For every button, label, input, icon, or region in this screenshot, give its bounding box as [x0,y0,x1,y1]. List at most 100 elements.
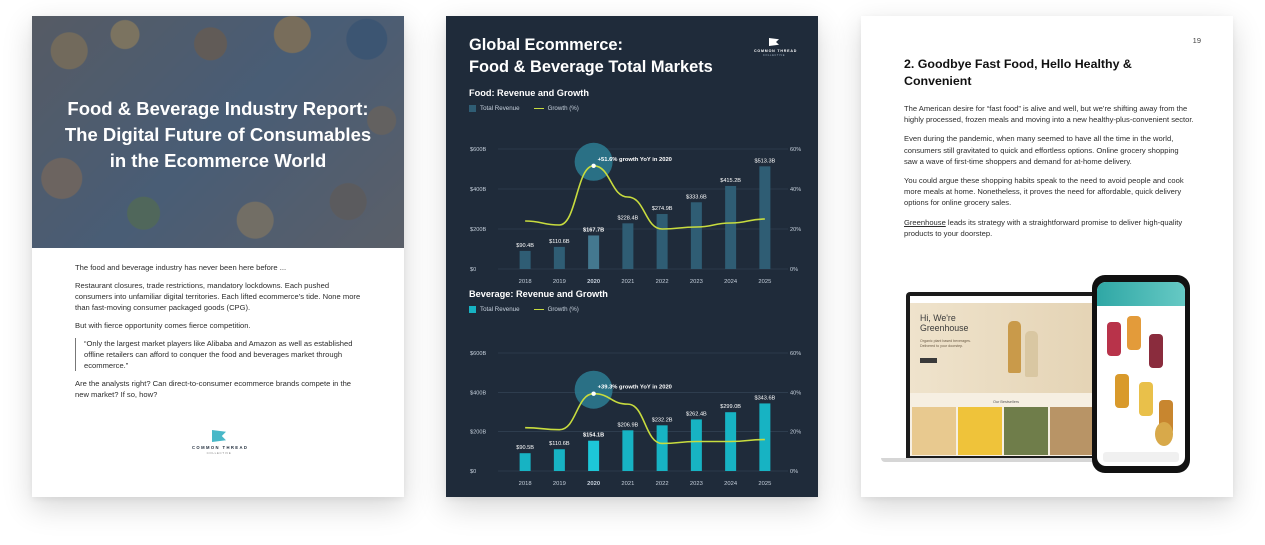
bar [759,166,771,269]
y2-tick-label: 40% [790,187,801,193]
bar-value-label: $228.4B [617,215,638,221]
bar-value-label: $299.0B [720,404,741,410]
y2-tick-label: 20% [790,430,801,436]
bar [588,235,600,269]
bar [519,250,531,269]
beverage-chart-plot: $0 $200B $400B $600B 0% 20% 40% 60% $90.5B 2018 $1… [470,351,801,487]
legend-growth: Growth (%) [547,105,579,112]
article-paragraph: Even during the pandemic, when many seem… [904,134,1179,166]
hero-subtext: Organic plant based beverages. Delivered… [920,339,971,348]
growth-annotation: +51.6% growth YoY in 2020 [598,157,672,163]
bar-value-label: $154.1B [583,433,604,439]
bottle-image [1107,322,1121,356]
common-thread-logo: COMMON THREAD COLLECTIVE [192,430,247,455]
bar [553,449,565,471]
bar [759,403,771,471]
bottle-image [1127,316,1141,350]
bar-value-label: $262.4B [686,411,707,417]
intro-paragraph: Restaurant closures, trade restrictions,… [75,281,361,312]
bar [656,214,668,269]
bottle-image [1149,334,1163,368]
chart-title: Food: Revenue and Growth [469,88,589,98]
article-paragraph: Greenhouse leads its strategy with a str… [904,217,1194,239]
bar-value-label: $333.6B [686,194,707,200]
x-tick-label: 2018 [519,481,532,487]
y-tick-label: $600B [470,147,486,153]
y2-tick-label: 0% [790,267,798,273]
food-chart: Food: Revenue and Growth Total Revenue G… [446,88,818,284]
y-tick-label: $400B [470,390,486,396]
laptop-mockup: Hi, We're Greenhouse Organic plant based… [906,292,1106,458]
legend-bar-swatch [469,306,476,313]
flag-icon [212,430,226,442]
logo-subtitle: COLLECTIVE [206,451,232,455]
legend-revenue: Total Revenue [480,105,520,112]
intro-text: The food and beverage industry has never… [75,262,365,407]
phone-bottom-bar [1103,452,1179,462]
phone-header [1097,282,1185,306]
legend-line-swatch [533,308,544,311]
hero-button [920,358,937,363]
logo-wordmark: COMMON THREAD [754,49,798,53]
y2-tick-label: 60% [790,147,801,153]
laptop-screen: Hi, We're Greenhouse Organic plant based… [910,296,1102,456]
bestsellers-heading: Our Bestsellers [993,400,1019,404]
cover-title: Food & Beverage Industry Report: The Dig… [64,98,372,171]
bottle-image [1008,321,1021,373]
x-tick-label: 2020 [587,279,600,284]
bar [690,202,702,269]
y2-tick-label: 60% [790,351,801,357]
logo-subtitle: COLLECTIVE [762,54,786,57]
page-number: 19 [1192,36,1201,45]
legend-revenue: Total Revenue [480,306,520,313]
bar-value-label: $513.3B [754,158,775,164]
growth-point-highlight [591,391,596,396]
legend-line-swatch [533,107,544,110]
chart-legend: Total Revenue Growth (%) [469,105,579,112]
pineapple-image [1155,422,1173,446]
analyst-quote: “Only the largest market players like Al… [75,338,365,371]
article-text: The American desire for “fast food” is a… [904,103,1194,247]
cover-food-image [32,16,404,248]
x-tick-label: 2024 [724,279,738,284]
hero-heading: Hi, We're Greenhouse [920,313,969,333]
highlight-circle [574,142,613,181]
laptop-base [881,458,1131,462]
y-tick-label: $600B [470,351,486,357]
markets-chart-page: Global Ecommerce: Food & Beverage Total … [446,16,818,497]
bar-value-label: $274.9B [652,206,673,212]
report-cover-page: Food & Beverage Industry Report: The Dig… [32,16,404,497]
y-tick-label: $400B [470,187,486,193]
bar [553,246,565,269]
y2-tick-label: 0% [790,469,798,475]
bottle-image [1115,374,1129,408]
x-tick-label: 2018 [519,279,532,284]
bar-value-label: $90.5B [516,445,534,451]
x-tick-label: 2023 [690,279,703,284]
bar-value-label: $110.6B [549,239,570,245]
bar [588,440,600,471]
x-tick-label: 2019 [553,481,566,487]
legend-bar-swatch [469,105,476,112]
y2-tick-label: 40% [790,390,801,396]
x-tick-label: 2023 [690,481,703,487]
bar [622,430,634,471]
product-tile [912,407,956,455]
y-tick-label: $200B [470,430,486,436]
common-thread-logo: COMMON THREAD COLLECTIVE [754,38,798,57]
article-paragraph: You could argue these shopping habits sp… [904,176,1184,208]
intro-paragraph: The food and beverage industry has never… [75,263,287,272]
greenhouse-link[interactable]: Greenhouse [904,217,946,227]
x-tick-label: 2025 [758,279,771,284]
x-tick-label: 2021 [621,481,634,487]
x-tick-label: 2022 [656,279,669,284]
phone-screen [1097,282,1185,466]
growth-line [525,392,765,445]
bar-value-label: $206.9B [617,422,638,428]
article-paragraph: The American desire for “fast food” is a… [904,104,1194,125]
intro-paragraph: But with fierce opportunity comes fierce… [75,321,251,330]
y2-tick-label: 20% [790,227,801,233]
product-tile [1004,407,1048,455]
flag-icon [769,38,779,46]
x-tick-label: 2020 [587,481,600,487]
